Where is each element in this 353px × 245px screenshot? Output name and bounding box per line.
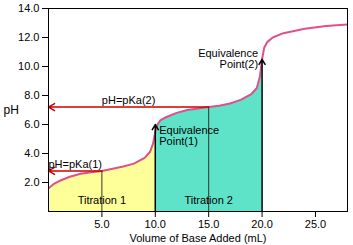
svg-text:15.0: 15.0 — [198, 218, 219, 230]
svg-text:4.0: 4.0 — [24, 147, 39, 159]
svg-text:25.0: 25.0 — [305, 218, 326, 230]
svg-text:10.0: 10.0 — [145, 218, 166, 230]
svg-text:10.0: 10.0 — [18, 60, 39, 72]
svg-text:2.0: 2.0 — [24, 176, 39, 188]
svg-text:20.0: 20.0 — [251, 218, 272, 230]
svg-text:12.0: 12.0 — [18, 31, 39, 43]
svg-text:8.0: 8.0 — [24, 89, 39, 101]
svg-text:Volume of Base Added (mL): Volume of Base Added (mL) — [130, 232, 267, 244]
svg-text:EquivalencePoint(1): EquivalencePoint(1) — [159, 124, 219, 147]
svg-text:pH=pKa(1): pH=pKa(1) — [48, 158, 102, 170]
svg-text:Titration 2: Titration 2 — [184, 194, 233, 206]
svg-text:6.0: 6.0 — [24, 118, 39, 130]
svg-text:Titration 1: Titration 1 — [78, 194, 127, 206]
svg-text:pH=pKa(2): pH=pKa(2) — [102, 94, 156, 106]
svg-text:pH: pH — [4, 103, 19, 117]
svg-text:5.0: 5.0 — [94, 218, 109, 230]
svg-text:EquivalencePoint(2): EquivalencePoint(2) — [198, 47, 258, 70]
svg-text:14.0: 14.0 — [18, 2, 39, 14]
